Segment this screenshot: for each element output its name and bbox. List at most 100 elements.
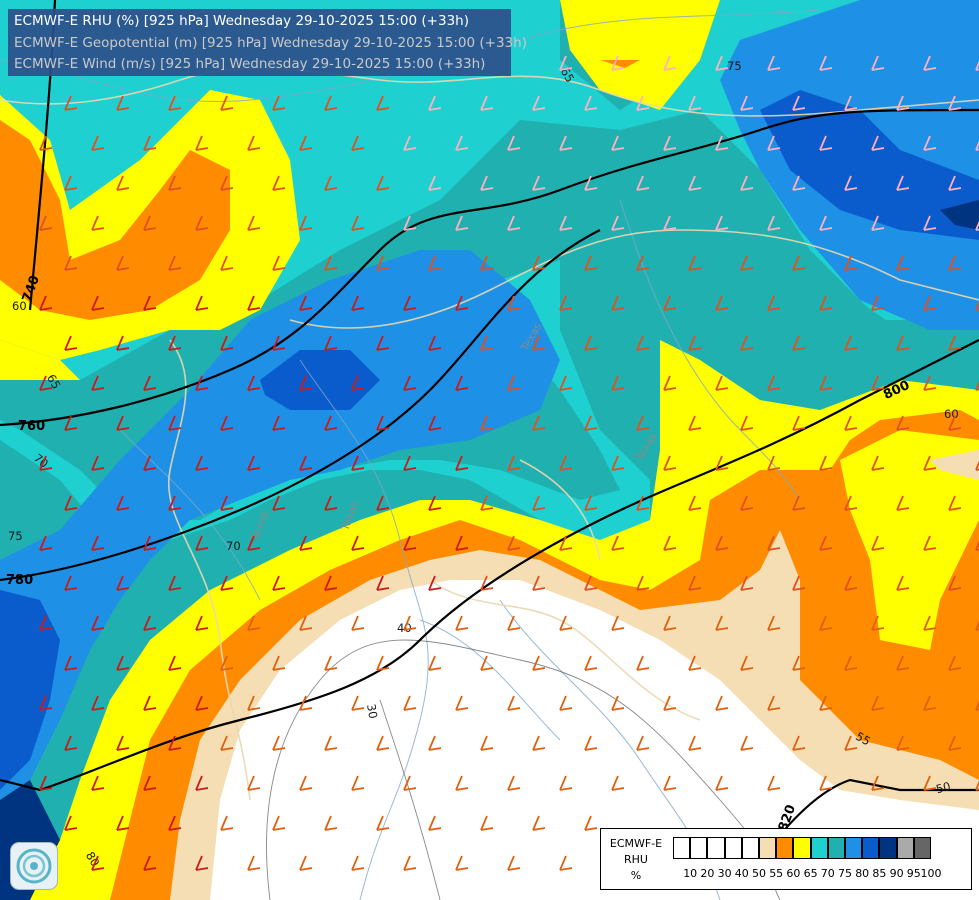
wind-barb (247, 215, 261, 231)
wind-barb (923, 455, 937, 471)
wind-barb (324, 495, 338, 511)
rhu-labels: 65 75 60 65 70 75 70 80 60 55 50 40 30 (8, 59, 959, 869)
wind-barb (584, 735, 598, 751)
legend-swatch (690, 837, 708, 859)
wind-barb (480, 735, 494, 751)
wind-barb (324, 655, 338, 671)
wind-barb (39, 695, 53, 711)
legend-tick: 40 (734, 867, 749, 880)
wind-barb (64, 175, 78, 191)
wind-barb (792, 495, 806, 511)
wind-barb (39, 455, 53, 471)
wind-barb (507, 135, 521, 151)
wind-barb (792, 735, 806, 751)
wind-barb (299, 615, 313, 631)
wind-barb (844, 735, 858, 751)
wind-barb (819, 135, 833, 151)
wind-barb (532, 95, 546, 111)
wind-barb (767, 135, 781, 151)
wind-barb (532, 335, 546, 351)
wind-barb (688, 95, 702, 111)
wind-barb (844, 655, 858, 671)
legend-tick: 90 (889, 867, 904, 880)
wind-barb (896, 575, 910, 591)
wind-barb (819, 55, 833, 71)
wind-barb (819, 695, 833, 711)
wind-barb (948, 255, 962, 271)
wind-barb (195, 615, 209, 631)
wind-barb (636, 415, 650, 431)
wind-barb (948, 575, 962, 591)
wind-barb (611, 55, 625, 71)
wind-barb (663, 295, 677, 311)
wind-barb (636, 95, 650, 111)
wind-barb (559, 135, 573, 151)
wind-barb (403, 695, 417, 711)
wind-barb (299, 855, 313, 871)
wind-barb (351, 775, 365, 791)
wind-barb (663, 55, 677, 71)
wind-barb (975, 60, 979, 71)
wind-barb (663, 695, 677, 711)
wind-barb (559, 775, 573, 791)
wind-barb (948, 175, 962, 191)
wind-barb (871, 295, 885, 311)
title-box (8, 9, 511, 76)
title-rhu: ECMWF-E RHU (%) [925 hPa] Wednesday 29-1… (14, 13, 469, 29)
wind-barb (611, 455, 625, 471)
wind-barb (767, 695, 781, 711)
wind-barb (584, 815, 598, 831)
wind-barb (91, 295, 105, 311)
wind-barb (975, 620, 979, 631)
wind-barb (64, 655, 78, 671)
wind-barb (871, 375, 885, 391)
wind-barb (559, 615, 573, 631)
wind-barb (559, 855, 573, 871)
legend-swatch (741, 837, 759, 859)
wind-barb (168, 815, 182, 831)
wind-barb (948, 495, 962, 511)
wind-barb (975, 780, 979, 791)
wind-barb (923, 55, 937, 71)
wind-barb (715, 455, 729, 471)
wind-barb (351, 215, 365, 231)
wind-barb (611, 535, 625, 551)
wind-barb (91, 855, 105, 871)
wind-barb (299, 775, 313, 791)
wind-barb (819, 455, 833, 471)
rhu-label: 30 (364, 703, 380, 720)
wind-barb (767, 615, 781, 631)
wind-barb (740, 95, 754, 111)
legend-title-var: RHU (624, 853, 648, 866)
wind-barb (376, 495, 390, 511)
wind-barb (767, 375, 781, 391)
wind-barb (195, 535, 209, 551)
wind-barb (559, 455, 573, 471)
rhu-label: 80 (83, 849, 102, 869)
wind-barb (532, 575, 546, 591)
legend-tick: 20 (700, 867, 715, 880)
wind-barb (143, 375, 157, 391)
wind-barb (143, 295, 157, 311)
wind-barb (767, 215, 781, 231)
wind-barb (272, 575, 286, 591)
wind-barb (975, 380, 979, 391)
legend-tick: 95 (906, 867, 921, 880)
wind-barb (272, 335, 286, 351)
wind-barb (220, 415, 234, 431)
wind-barb (428, 175, 442, 191)
wind-barb (559, 55, 573, 71)
wind-barb (923, 535, 937, 551)
wind-barb (896, 655, 910, 671)
wind-barb (688, 735, 702, 751)
rhu-label: 65 (44, 372, 63, 392)
wind-barb (584, 175, 598, 191)
wind-barb (688, 655, 702, 671)
rhu-label: 75 (727, 59, 742, 73)
wind-barb (507, 455, 521, 471)
wind-barb (168, 415, 182, 431)
legend-tick: 80 (855, 867, 870, 880)
wind-barb (143, 215, 157, 231)
wind-barb (715, 615, 729, 631)
